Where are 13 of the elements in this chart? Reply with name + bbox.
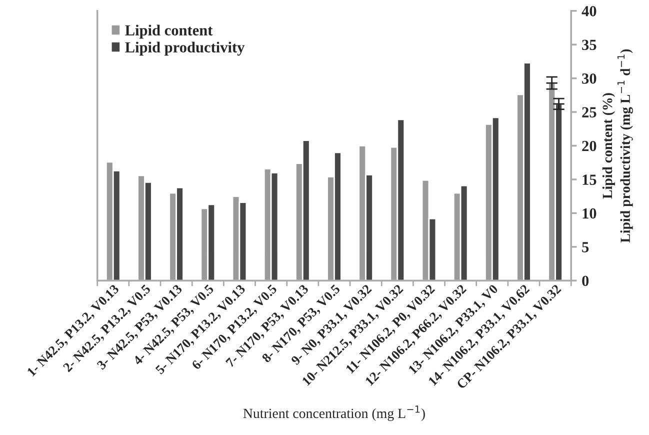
y-tick-label: 10 bbox=[582, 208, 596, 219]
y-tick-label: 5 bbox=[582, 242, 589, 252]
y-tick-label: 0 bbox=[582, 276, 589, 286]
legend-label: Lipid productivity bbox=[125, 42, 245, 56]
y-tick-label: 15 bbox=[582, 174, 596, 185]
y-tick-label: 25 bbox=[582, 107, 596, 118]
y-tick-label: 20 bbox=[582, 140, 596, 152]
legend-label: Lipid content bbox=[125, 24, 213, 39]
y-axis-title: Lipid content (%) Lipid productivity (mg L$^{−1}$ d$^{−1}$) bbox=[602, 49, 633, 243]
y-tick-label: 40 bbox=[582, 6, 596, 16]
y-tick-label: 35 bbox=[582, 40, 596, 50]
y-tick-label: 30 bbox=[582, 73, 596, 84]
x-axis-title: Nutrient concentration (mg L$^{−1}$) bbox=[243, 406, 425, 421]
